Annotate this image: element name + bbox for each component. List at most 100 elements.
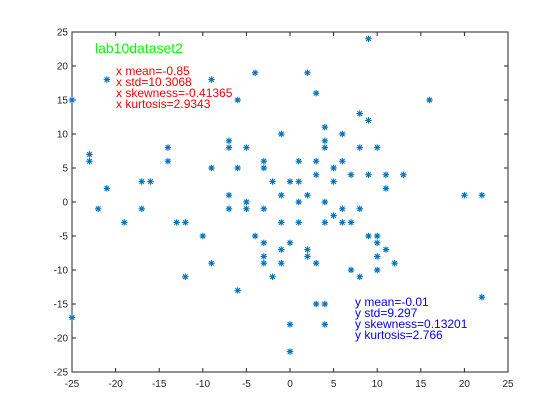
data-point xyxy=(330,164,337,172)
data-point xyxy=(330,178,337,185)
y-tick-label: 15 xyxy=(57,96,69,107)
data-point xyxy=(295,178,302,185)
y-tick-label: -25 xyxy=(54,368,69,379)
y-tick-label: 10 xyxy=(57,130,69,141)
data-point xyxy=(286,178,294,185)
data-point xyxy=(260,239,268,246)
y-tick-label: 20 xyxy=(57,62,69,73)
data-point xyxy=(321,144,329,151)
data-point xyxy=(225,137,233,144)
x-tick-label: 15 xyxy=(415,379,427,390)
data-point xyxy=(278,246,285,253)
data-point xyxy=(400,171,407,178)
y-tick-label: 5 xyxy=(62,164,68,175)
x-tick-label: 25 xyxy=(502,379,514,390)
y-tick-label: -20 xyxy=(54,334,69,345)
data-point xyxy=(304,246,311,253)
data-point xyxy=(365,232,372,240)
data-point xyxy=(382,246,390,253)
data-point xyxy=(260,205,268,212)
data-point xyxy=(286,239,294,246)
data-point xyxy=(164,158,172,165)
data-point xyxy=(121,219,128,226)
data-point xyxy=(94,205,102,212)
data-point xyxy=(321,198,329,206)
data-point xyxy=(339,158,346,165)
x-tick-label: 5 xyxy=(331,379,337,390)
data-point xyxy=(243,205,250,212)
data-point xyxy=(199,232,206,240)
data-point xyxy=(382,171,390,178)
data-point xyxy=(374,239,381,246)
data-point xyxy=(321,137,329,144)
data-point xyxy=(374,253,381,260)
data-point xyxy=(278,130,285,138)
x-tick-label: -25 xyxy=(65,379,80,390)
y-kurtosis-label: y kurtosis=2.766 xyxy=(355,328,443,342)
data-point xyxy=(312,90,320,97)
data-point xyxy=(260,253,268,260)
data-point xyxy=(374,232,381,240)
data-point xyxy=(208,260,215,267)
y-skewness-label: y skewness=0.13201 xyxy=(355,317,468,331)
data-point xyxy=(147,178,154,185)
y-tick-label: -10 xyxy=(54,266,69,277)
axes-frame xyxy=(71,31,509,373)
data-point xyxy=(225,192,233,199)
x-skewness-label: x skewness=-0.41365 xyxy=(116,86,233,100)
x-tick-label: -15 xyxy=(152,379,167,390)
data-point xyxy=(304,192,311,199)
data-point xyxy=(225,144,233,151)
data-point xyxy=(234,287,241,294)
x-kurtosis-label: x kurtosis=2.9343 xyxy=(116,97,211,111)
data-point xyxy=(312,300,320,308)
data-point xyxy=(312,171,320,178)
data-point xyxy=(356,144,363,151)
data-point xyxy=(356,205,363,212)
y-statistics-annotation: y mean=-0.01 y std=9.297 y skewness=0.13… xyxy=(355,296,468,342)
data-point xyxy=(330,212,337,219)
data-point xyxy=(374,266,381,274)
data-point xyxy=(138,205,145,212)
data-point xyxy=(269,178,276,185)
data-point xyxy=(347,266,355,274)
data-point xyxy=(182,273,189,280)
data-point xyxy=(312,158,320,165)
data-point xyxy=(103,185,111,192)
data-point xyxy=(321,219,329,226)
data-point xyxy=(321,124,329,131)
x-tick-label: 20 xyxy=(459,379,471,390)
data-point xyxy=(304,69,311,76)
data-point xyxy=(478,294,486,301)
data-point xyxy=(173,219,180,226)
x-std-label: x std=10.3068 xyxy=(116,75,192,89)
data-point xyxy=(286,321,294,328)
data-point xyxy=(426,96,433,104)
data-point xyxy=(68,96,76,104)
data-point xyxy=(103,76,111,83)
data-point xyxy=(461,192,468,199)
data-point xyxy=(347,171,355,178)
data-point xyxy=(68,314,76,321)
data-point xyxy=(243,198,250,206)
data-point xyxy=(260,260,268,267)
x-tick-label: -10 xyxy=(196,379,211,390)
data-point xyxy=(260,164,268,172)
data-point xyxy=(304,253,311,260)
plot-title: lab10dataset2 xyxy=(95,40,183,56)
y-std-label: y std=9.297 xyxy=(355,306,418,320)
data-point xyxy=(365,117,372,124)
data-points xyxy=(68,35,486,355)
data-point xyxy=(182,219,189,226)
y-tick-label: -15 xyxy=(54,300,69,311)
data-point xyxy=(356,110,363,117)
x-tick-label: 0 xyxy=(287,379,293,390)
data-point xyxy=(251,69,259,76)
data-point xyxy=(295,198,302,206)
data-point xyxy=(321,300,329,308)
data-point xyxy=(164,144,172,151)
data-point xyxy=(208,164,215,172)
data-point xyxy=(365,171,372,178)
